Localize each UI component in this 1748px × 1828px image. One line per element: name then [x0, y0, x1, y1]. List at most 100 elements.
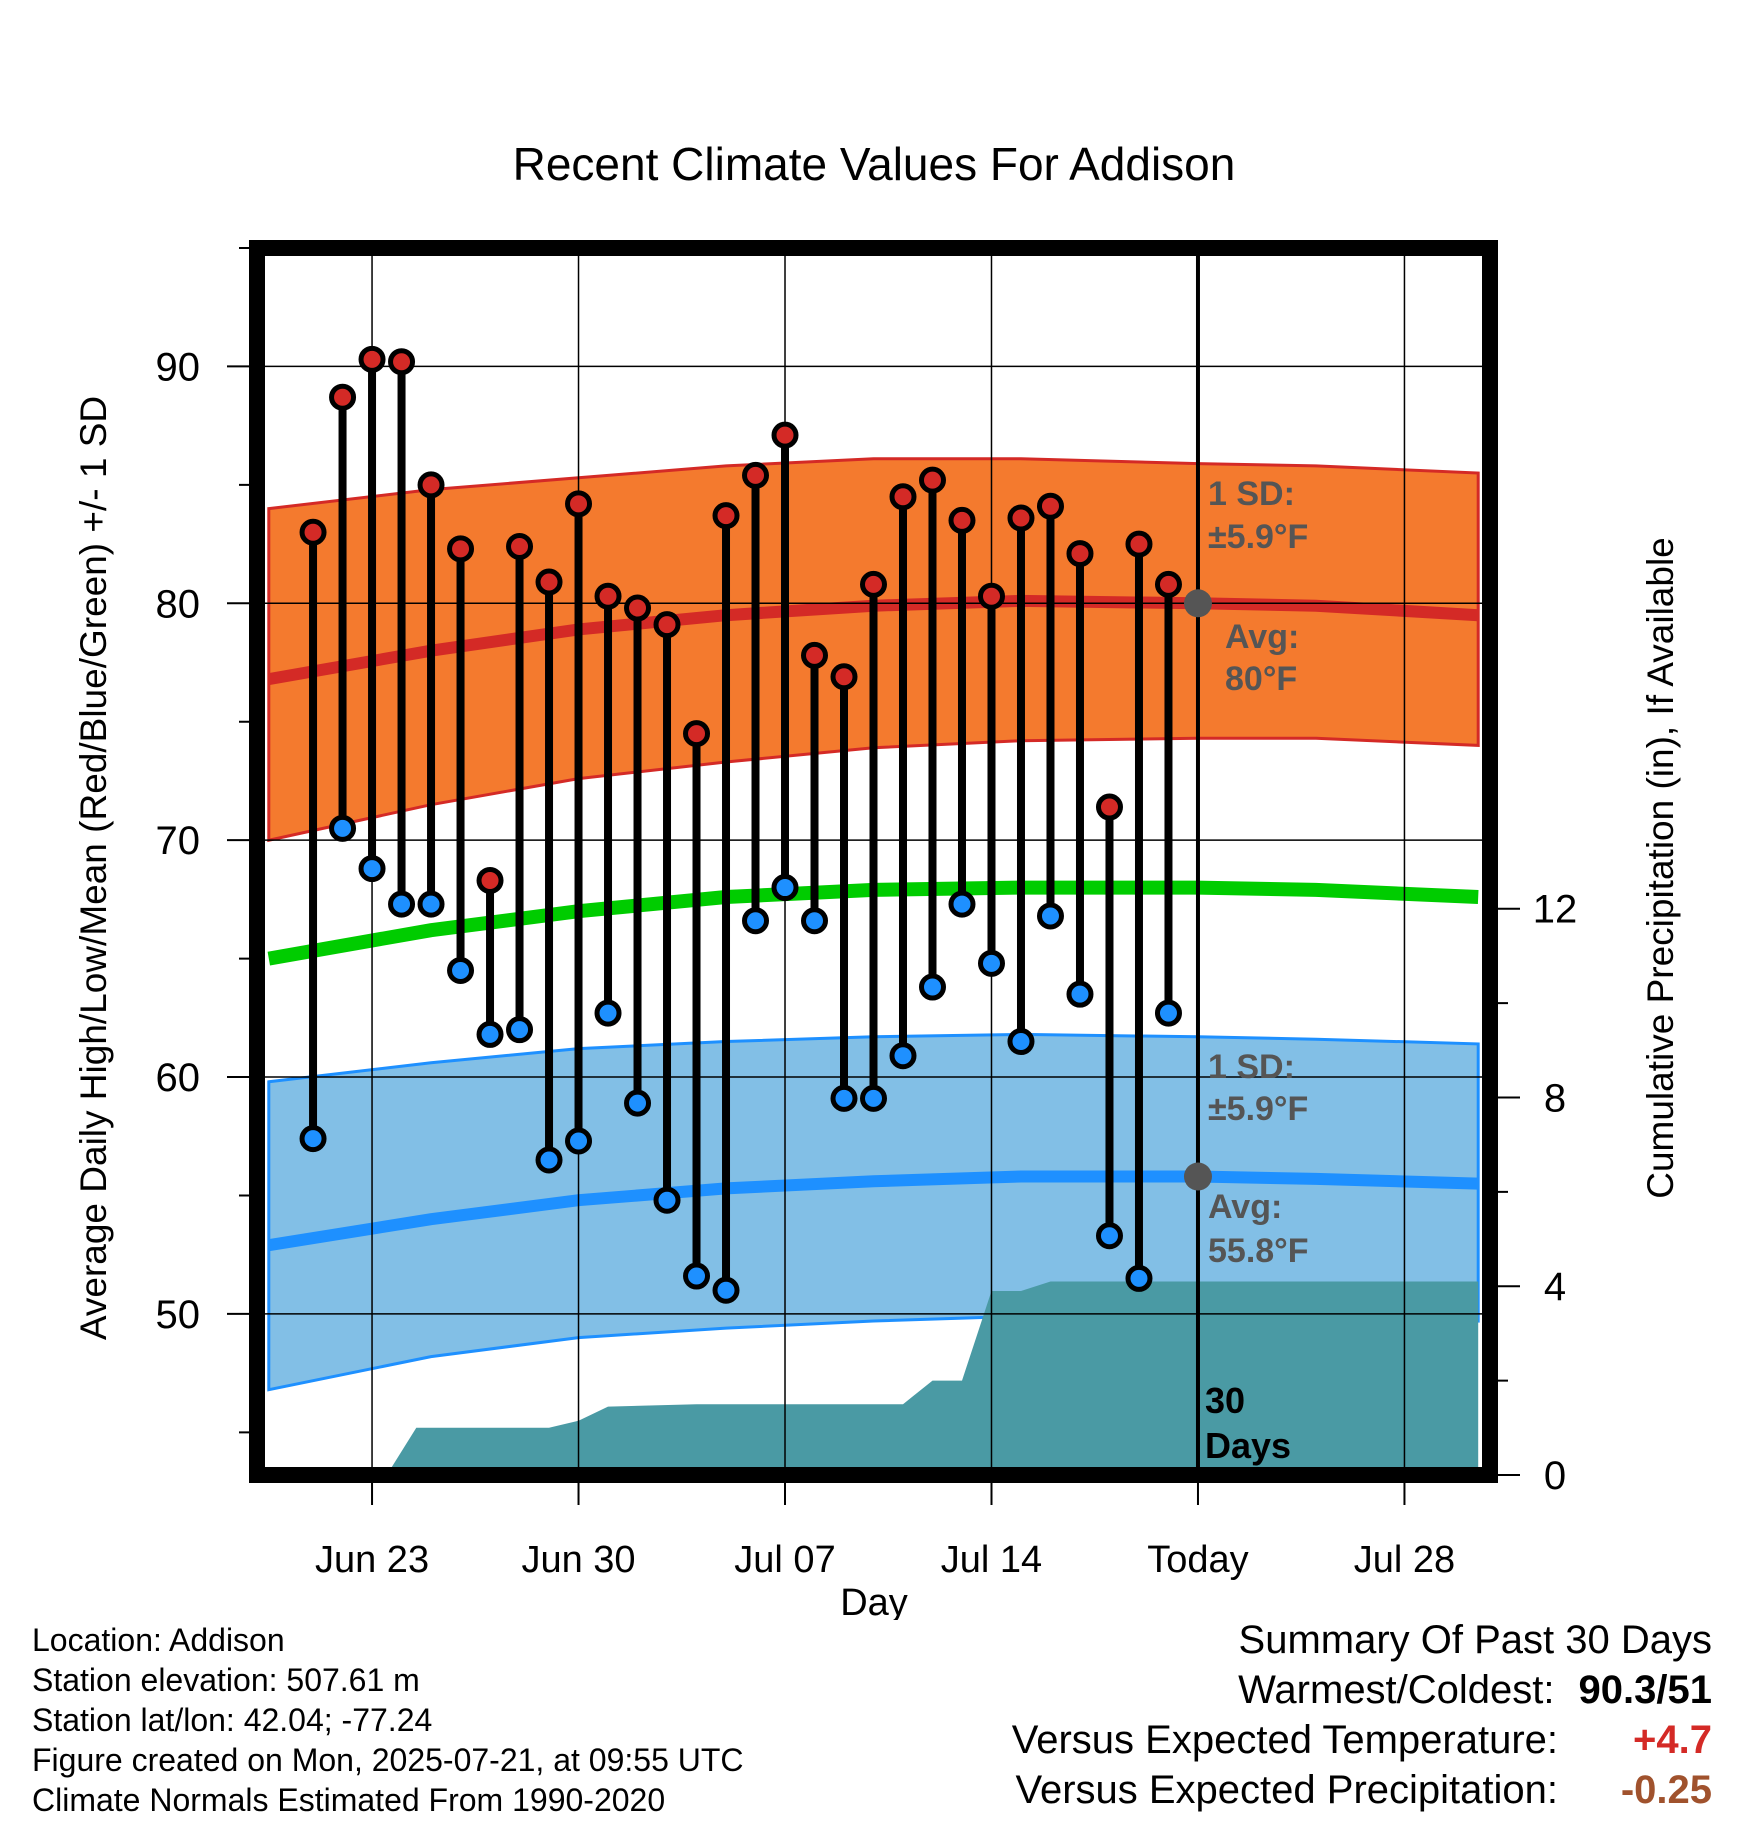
daily-low-point — [830, 1084, 858, 1112]
summary-warmest-row: Warmest/Coldest: 90.3/51 — [1012, 1665, 1712, 1715]
daily-low-point — [565, 1127, 593, 1155]
daily-low-point — [771, 874, 799, 902]
precip-value: -0.25 — [1620, 1768, 1712, 1812]
high-avg-marker — [1183, 589, 1212, 618]
daily-high-point — [771, 421, 799, 449]
temp-value: +4.7 — [1633, 1718, 1712, 1762]
daily-high-point — [977, 582, 1005, 610]
temp-label: Versus Expected Temperature: — [1011, 1718, 1558, 1762]
daily-high-point — [1125, 530, 1153, 558]
daily-high-point — [594, 582, 622, 610]
summary-heading: Summary Of Past 30 Days — [1238, 1618, 1712, 1662]
daily-high-point — [506, 532, 534, 560]
daily-high-point — [624, 594, 652, 622]
daily-high-point — [918, 466, 946, 494]
latlon-text: Station lat/lon: 42.04; -77.24 — [32, 1702, 433, 1738]
x-tick-label: Jun 23 — [315, 1539, 429, 1581]
daily-high-point — [889, 483, 917, 511]
normals-text: Climate Normals Estimated From 1990-2020 — [32, 1782, 666, 1818]
daily-high-point — [712, 502, 740, 530]
daily-low-point — [447, 956, 475, 984]
daily-high-point — [476, 866, 504, 894]
y-tick-label: 60 — [156, 1056, 201, 1100]
daily-low-point — [889, 1042, 917, 1070]
daily-low-point — [358, 855, 386, 883]
daily-low-point — [742, 907, 770, 935]
low-avg-label: Avg: — [1208, 1188, 1282, 1226]
daily-low-point — [653, 1186, 681, 1214]
daily-high-point — [1154, 570, 1182, 598]
station-info: Location: Addison Station elevation: 507… — [32, 1620, 744, 1820]
daily-low-point — [1095, 1222, 1123, 1250]
daily-high-point — [1066, 540, 1094, 568]
daily-low-point — [535, 1146, 563, 1174]
daily-high-point — [801, 641, 829, 669]
x-tick-label: Today — [1147, 1539, 1248, 1581]
y-tick-label: 50 — [156, 1293, 201, 1337]
precip-label: Versus Expected Precipitation: — [1015, 1768, 1558, 1812]
daily-low-point — [712, 1276, 740, 1304]
elevation-text: Station elevation: 507.61 m — [32, 1662, 420, 1698]
x-tick-label: Jul 28 — [1354, 1539, 1455, 1581]
daily-low-point — [1154, 999, 1182, 1027]
daily-low-point — [388, 890, 416, 918]
warmest-label: Warmest/Coldest: — [1238, 1668, 1555, 1712]
daily-low-point — [1036, 902, 1064, 930]
daily-high-point — [535, 568, 563, 596]
daily-high-point — [358, 345, 386, 373]
low-avg-marker — [1183, 1162, 1212, 1191]
daily-high-point — [447, 535, 475, 563]
summary-precip-row: Versus Expected Precipitation: -0.25 — [1012, 1765, 1712, 1815]
y2-tick-label: 12 — [1533, 888, 1578, 932]
precip-area — [386, 1281, 1479, 1475]
location-text: Location: Addison — [32, 1622, 285, 1658]
y-tick-label: 70 — [156, 819, 201, 863]
daily-low-point — [417, 890, 445, 918]
x-tick-label: Jul 07 — [734, 1539, 835, 1581]
x-tick-label: Jul 14 — [941, 1539, 1042, 1581]
x-axis-label: Day — [840, 1582, 908, 1620]
daily-low-point — [506, 1016, 534, 1044]
daily-low-point — [299, 1125, 327, 1153]
daily-low-point — [801, 907, 829, 935]
days-label-number: 30 — [1205, 1380, 1245, 1421]
daily-low-point — [860, 1084, 887, 1112]
daily-low-point — [1007, 1028, 1035, 1056]
daily-high-point — [948, 506, 976, 534]
daily-low-point — [594, 999, 622, 1027]
daily-low-point — [329, 814, 357, 842]
warmest-value: 90.3/51 — [1578, 1668, 1712, 1712]
created-text: Figure created on Mon, 2025-07-21, at 09… — [32, 1742, 744, 1778]
days-label-text: Days — [1205, 1425, 1291, 1466]
y-tick-label: 90 — [156, 345, 201, 389]
daily-low-point — [476, 1020, 504, 1048]
high-avg-label: Avg: — [1225, 618, 1299, 656]
daily-low-point — [1066, 980, 1094, 1008]
daily-low-point — [1125, 1264, 1153, 1292]
summary-temp-row: Versus Expected Temperature: +4.7 — [1012, 1715, 1712, 1765]
climate-chart: Recent Climate Values For Addison 1 SD: ±… — [73, 138, 1681, 1620]
high-sd-value: ±5.9°F — [1208, 518, 1308, 556]
daily-high-point — [417, 471, 445, 499]
y2-tick-label: 0 — [1544, 1454, 1566, 1498]
daily-high-point — [565, 490, 593, 518]
daily-high-point — [299, 518, 327, 546]
daily-high-point — [653, 611, 681, 639]
high-sd-label: 1 SD: — [1208, 475, 1295, 513]
daily-low-point — [977, 949, 1005, 977]
daily-high-point — [1095, 793, 1123, 821]
plot-frame — [249, 240, 1498, 1483]
y2-tick-label: 8 — [1544, 1076, 1566, 1120]
chart-title: Recent Climate Values For Addison — [513, 138, 1236, 190]
y-tick-label: 80 — [156, 582, 201, 626]
y-axis-label: Average Daily High/Low/Mean (Red/Blue/Gr… — [73, 396, 114, 1340]
y2-tick-label: 4 — [1544, 1265, 1566, 1309]
low-avg-line — [267, 1170, 1479, 1252]
y2-axis-label: Cumulative Precipitation (in), If Availa… — [1640, 537, 1681, 1199]
low-sd-label: 1 SD: — [1208, 1048, 1295, 1086]
summary-panel: Summary Of Past 30 Days Warmest/Coldest:… — [1012, 1615, 1712, 1815]
low-sd-value: ±5.9°F — [1208, 1090, 1308, 1128]
daily-low-point — [918, 973, 946, 1001]
daily-high-point — [1007, 504, 1035, 532]
daily-high-point — [1036, 492, 1064, 520]
